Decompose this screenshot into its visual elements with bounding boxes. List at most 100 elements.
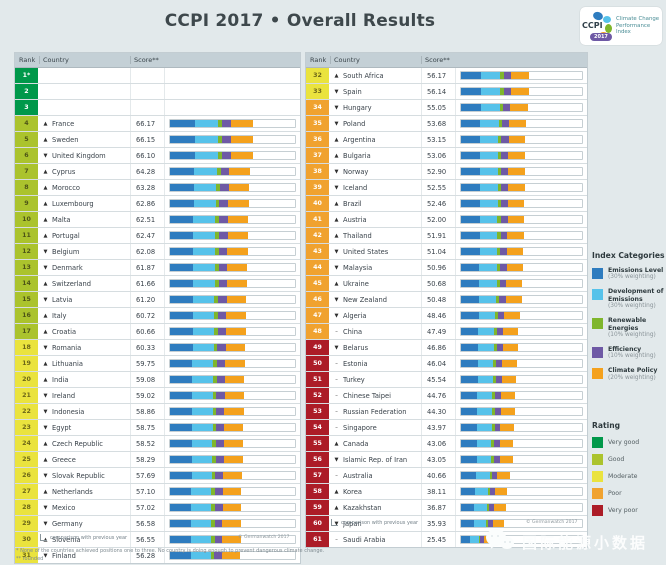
bar-segment-development-of-emissions [191, 536, 211, 543]
rating-swatch-good [592, 454, 603, 465]
score-bar-cell [455, 500, 587, 515]
rank-cell: 29 [15, 516, 39, 531]
rank-cell: 23 [15, 420, 39, 435]
country-name: Lithuania [52, 359, 83, 368]
bar-segment-renewable-energies [486, 520, 489, 527]
score-bar-track [169, 471, 296, 480]
score-bar-cell [164, 484, 300, 499]
bar-segment-efficiency [216, 392, 225, 399]
bar-segment-efficiency [490, 488, 496, 495]
table-row: 56 ▼ Islamic Rep. of Iran 43.05 [306, 452, 587, 468]
table-row: 28 ▼ Mexico 57.02 [15, 500, 300, 516]
score-bar [170, 296, 247, 303]
score-bar-cell [164, 308, 300, 323]
bar-segment-emissions-level [461, 344, 478, 351]
score-bar [461, 88, 529, 95]
table-row: 4 ▲ France 66.17 [15, 116, 300, 132]
rank-cell: 46 [306, 292, 330, 307]
country-name: Belgium [52, 247, 80, 256]
trend-arrow: ▲ [334, 200, 339, 207]
score-bar [461, 104, 528, 111]
rank-cell: 50 [306, 356, 330, 371]
bar-segment-development-of-emissions [478, 312, 495, 319]
score-value [130, 100, 164, 115]
bar-segment-climate-policy [226, 328, 246, 335]
bar-segment-efficiency [494, 424, 501, 431]
bar-segment-climate-policy [510, 104, 528, 111]
bar-segment-renewable-energies [491, 440, 494, 447]
bar-segment-renewable-energies [212, 456, 216, 463]
trend-arrow: ▼ [43, 472, 48, 479]
bar-segment-efficiency [217, 344, 226, 351]
bar-segment-emissions-level [461, 504, 475, 511]
watermark: 国际能源小数据 [486, 529, 648, 555]
score-value: 43.05 [421, 452, 455, 467]
bar-segment-development-of-emissions [474, 504, 487, 511]
score-bar [461, 312, 520, 319]
rank-cell: 39 [306, 180, 330, 195]
rank-cell: 36 [306, 132, 330, 147]
bar-segment-emissions-level [461, 440, 477, 447]
trend-arrow: ▲ [43, 216, 48, 223]
table-row: 47 ▼ Algeria 48.46 [306, 308, 587, 324]
table-row: 60 ▼ Japan 35.93 [306, 516, 587, 532]
score-bar-track [460, 135, 583, 144]
bar-segment-emissions-level [461, 104, 481, 111]
score-value: 43.06 [421, 436, 455, 451]
comparison-note-text: comparison with previous year [50, 535, 128, 541]
rank-cell: 45 [306, 276, 330, 291]
bar-segment-renewable-energies [211, 520, 215, 527]
bar-segment-climate-policy [508, 136, 526, 143]
legend-category-weight: (20% weighting) [608, 374, 656, 381]
bar-segment-climate-policy [226, 296, 247, 303]
country-name: Russian Federation [343, 407, 407, 416]
bar-segment-development-of-emissions [192, 296, 215, 303]
score-bar-track [460, 71, 583, 80]
bar-segment-renewable-energies [491, 456, 494, 463]
score-bar [461, 360, 517, 367]
trend-arrow: ▲ [334, 216, 339, 223]
ranking-table-right: Rank Country Score** 32 ▲ South Africa 56.1… [305, 52, 588, 548]
trend-arrow [39, 100, 52, 115]
bar-segment-renewable-energies [216, 168, 221, 175]
note-bracket [331, 519, 338, 526]
score-bar [170, 152, 253, 159]
bar-segment-development-of-emissions [480, 184, 498, 191]
score-bar [170, 424, 244, 431]
bar-segment-efficiency [220, 168, 230, 175]
score-bar [170, 552, 241, 559]
score-value: 35.93 [421, 516, 455, 531]
score-value: 52.55 [421, 180, 455, 195]
bar-segment-emissions-level [461, 72, 482, 79]
trend-arrow: – [335, 392, 338, 399]
score-bar-cell [455, 404, 587, 419]
score-value: 46.04 [421, 356, 455, 371]
trend-arrow: ▼ [43, 152, 48, 159]
bar-segment-emissions-level [461, 184, 481, 191]
bar-segment-climate-policy [501, 392, 516, 399]
bar-segment-development-of-emissions [191, 552, 211, 559]
rating-swatch-poor [592, 488, 603, 499]
country-name: New Zealand [343, 295, 387, 304]
bar-segment-climate-policy [222, 520, 241, 527]
trend-arrow: ▲ [334, 488, 339, 495]
bar-segment-renewable-energies [494, 312, 498, 319]
score-bar [461, 472, 511, 479]
country-name [52, 100, 130, 115]
country-name: Finland [52, 551, 76, 560]
bar-segment-development-of-emissions [478, 328, 495, 335]
bar-segment-climate-policy [229, 168, 251, 175]
legend-category-item: Emissions Level (30% weighting) [592, 267, 666, 281]
bar-segment-renewable-energies [212, 408, 217, 415]
rating-swatch-very-poor [592, 505, 603, 516]
score-value: 45.54 [421, 372, 455, 387]
score-bar-cell [455, 308, 587, 323]
rank-cell: 52 [306, 388, 330, 403]
bar-segment-development-of-emissions [193, 184, 216, 191]
table-row: 53– Russian Federation 44.30 [306, 404, 587, 420]
score-bar [170, 536, 241, 543]
table-row: 16 ▲ Italy 60.72 [15, 308, 300, 324]
bar-segment-efficiency [218, 296, 227, 303]
rating-swatch-moderate [592, 471, 603, 482]
score-value: 60.33 [130, 340, 164, 355]
